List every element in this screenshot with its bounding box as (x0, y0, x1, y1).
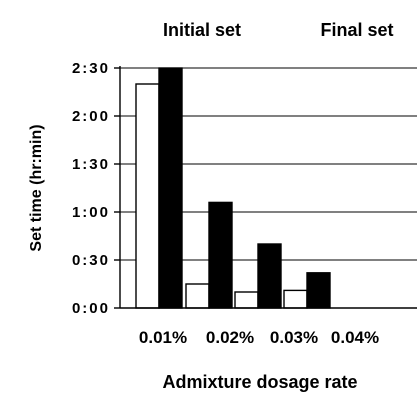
legend-initial-set: Initial set (163, 20, 241, 40)
y-tick-label: 0:00 (72, 300, 110, 317)
y-tick-label: 1:30 (72, 156, 110, 173)
axes (119, 66, 417, 309)
y-tick-label: 1:00 (72, 204, 110, 221)
bar-final-set-1 (158, 67, 183, 309)
bar-initial-set-3 (234, 291, 259, 309)
y-tick-label: 2:00 (72, 108, 110, 125)
y-tick-labels: 0:00 0:30 1:00 1:30 2:00 2:30 (72, 60, 120, 317)
x-axis-title: Admixture dosage rate (162, 372, 357, 392)
x-tick-label: 0.02% (206, 328, 254, 347)
x-tick-label: 0.04% (331, 328, 379, 347)
x-tick-labels: 0.01% 0.02% 0.03% 0.04% (139, 328, 379, 347)
x-tick-label: 0.03% (270, 328, 318, 347)
bars (135, 67, 331, 309)
y-tick-label: 2:30 (72, 60, 110, 77)
x-tick-label: 0.01% (139, 328, 187, 347)
bar-initial-set-2 (185, 283, 210, 309)
bar-final-set-2 (208, 201, 233, 309)
bar-initial-set-4 (283, 289, 308, 309)
y-tick-label: 0:30 (72, 252, 110, 269)
bar-initial-set-1 (135, 83, 160, 309)
bar-final-set-4 (306, 272, 331, 309)
bar-final-set-3 (257, 243, 282, 309)
legend-final-set: Final set (320, 20, 393, 40)
y-axis-title: Set time (hr:min) (28, 124, 45, 251)
